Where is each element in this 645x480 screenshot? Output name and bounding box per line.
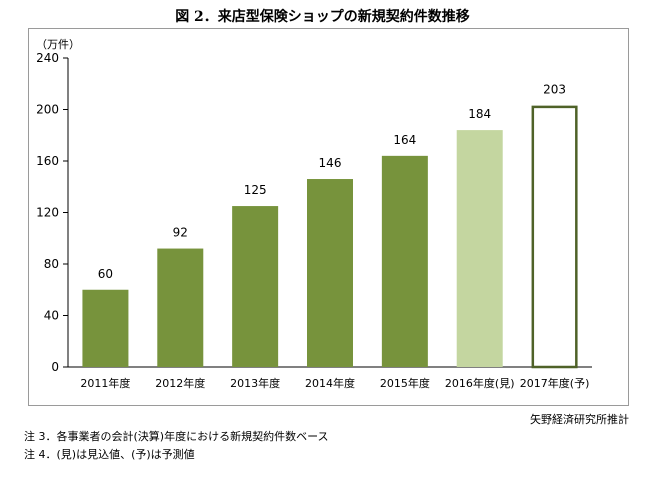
chart-title: 図 2．来店型保険ショップの新規契約件数推移 [175,9,470,25]
data-label: 184 [468,107,491,121]
x-tick-label: 2012年度 [155,376,205,390]
source-credit: 矢野経済研究所推計 [530,413,629,426]
data-label: 164 [393,133,416,147]
data-label: 125 [244,183,267,197]
data-label: 60 [98,267,113,281]
bar-2015年度 [381,155,428,367]
y-tick-label: 40 [44,309,59,323]
footnote-3: 注 3．各事業者の会計(決算)年度における新規契約件数ベース [24,430,329,443]
x-tick-label: 2013年度 [230,376,280,390]
y-tick-label: 240 [36,51,59,65]
x-tick-label: 2016年度(見) [445,376,515,390]
y-tick-label: 120 [36,206,59,220]
bar-2011年度 [82,289,129,367]
y-tick-label: 80 [44,257,59,271]
bar-2012年度 [157,248,204,367]
x-tick-label: 2011年度 [80,376,130,390]
bar-2014年度 [307,179,353,367]
y-tick-label: 0 [51,360,59,374]
bar-2017年度(予) [531,105,578,369]
y-tick-label: 200 [36,103,59,117]
footnote-4: 注 4．(見)は見込値、(予)は予測値 [24,448,195,461]
x-tick-label: 2015年度 [380,376,430,390]
y-tick-label: 160 [36,154,59,168]
data-label: 92 [173,226,188,240]
chart-frame [28,28,629,406]
bar-2013年度 [232,206,279,367]
data-label: 203 [543,83,566,97]
x-tick-label: 2017年度(予) [520,376,590,390]
y-axis-unit-label: （万件） [36,38,80,51]
bar-2016年度(見) [456,130,503,367]
x-tick-label: 2014年度 [305,376,355,390]
data-label: 146 [319,156,342,170]
